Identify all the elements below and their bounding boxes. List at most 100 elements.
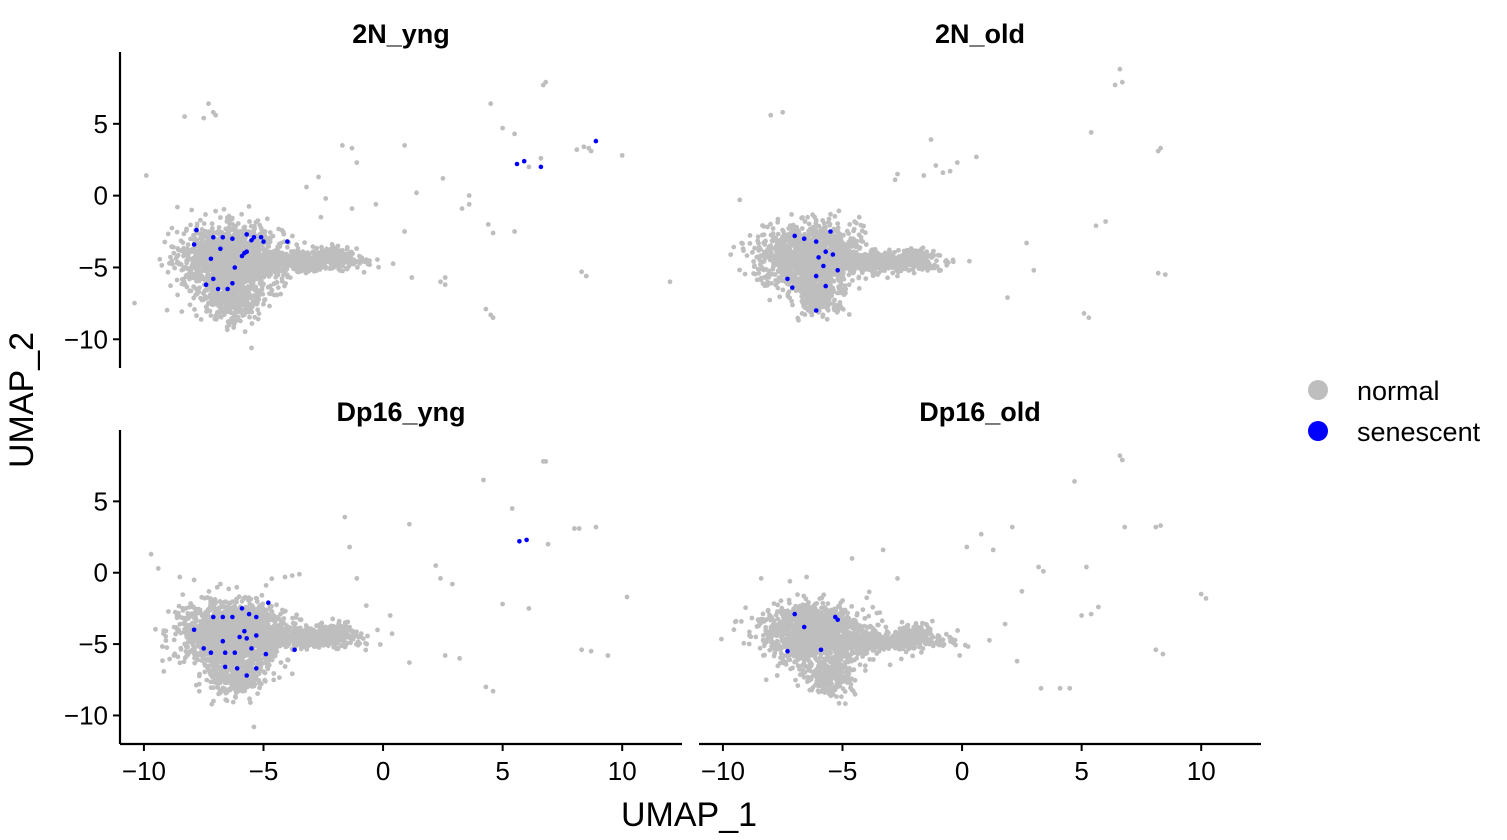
point-normal	[402, 229, 407, 234]
point-normal	[936, 267, 942, 273]
point-normal	[765, 273, 771, 279]
point-normal	[254, 301, 260, 307]
point-normal	[1024, 240, 1029, 246]
point-normal	[223, 302, 229, 308]
panel-title: Dp16_yng	[336, 397, 465, 427]
point-senescent	[203, 282, 209, 288]
point-normal	[801, 245, 806, 250]
point-normal	[357, 260, 362, 266]
point-normal	[246, 269, 252, 275]
point-normal	[194, 272, 199, 278]
point-normal	[863, 242, 869, 247]
point-normal	[306, 259, 312, 265]
point-normal	[199, 239, 205, 245]
point-normal	[344, 246, 350, 252]
point-normal	[767, 297, 773, 303]
point-normal	[199, 273, 205, 279]
point-normal	[805, 289, 810, 295]
point-normal	[1103, 219, 1108, 224]
point-normal	[184, 228, 189, 233]
point-normal	[262, 234, 268, 240]
point-senescent	[813, 239, 819, 244]
point-normal	[442, 275, 448, 280]
point-normal	[838, 262, 844, 268]
point-normal	[247, 277, 253, 283]
point-normal	[238, 274, 244, 280]
point-normal	[230, 300, 235, 306]
point-normal	[359, 255, 364, 260]
point-normal	[882, 259, 887, 264]
point-normal	[847, 222, 853, 227]
point-normal	[920, 245, 926, 251]
point-normal	[344, 266, 350, 272]
point-normal	[274, 280, 280, 285]
point-normal	[737, 197, 743, 203]
point-normal	[224, 215, 230, 221]
point-normal	[227, 249, 233, 255]
point-normal	[234, 242, 240, 248]
point-normal	[164, 645, 170, 650]
point-normal	[1086, 315, 1092, 321]
point-normal	[226, 224, 232, 230]
point-normal	[252, 252, 257, 257]
point-normal	[761, 267, 767, 273]
point-normal	[261, 251, 267, 257]
point-normal	[266, 261, 272, 267]
point-normal	[485, 222, 491, 227]
point-normal	[809, 283, 815, 289]
point-normal	[824, 274, 830, 280]
point-normal	[180, 240, 186, 246]
point-normal	[197, 257, 202, 263]
point-normal	[217, 314, 223, 319]
point-normal	[780, 227, 785, 233]
point-normal	[538, 155, 544, 161]
point-normal	[255, 316, 261, 322]
point-normal	[786, 242, 792, 248]
point-normal	[872, 259, 877, 265]
point-normal	[892, 249, 897, 255]
point-normal	[1031, 267, 1037, 273]
point-normal	[241, 289, 247, 294]
point-normal	[898, 267, 903, 272]
point-normal	[849, 253, 855, 259]
point-normal	[240, 240, 246, 246]
point-normal	[218, 305, 224, 310]
point-normal	[822, 232, 828, 238]
point-normal	[512, 229, 517, 234]
point-normal	[834, 227, 839, 233]
point-normal	[278, 291, 284, 297]
point-normal	[255, 239, 261, 245]
point-normal	[815, 286, 820, 291]
point-normal	[832, 214, 838, 219]
point-normal	[824, 256, 830, 262]
point-normal	[213, 208, 219, 214]
point-normal	[349, 145, 355, 151]
point-normal	[1162, 272, 1168, 277]
point-normal	[162, 239, 168, 245]
point-normal	[264, 254, 270, 260]
point-normal	[967, 258, 972, 264]
point-normal	[907, 267, 912, 273]
point-normal	[851, 266, 857, 272]
point-normal	[201, 115, 207, 121]
point-normal	[526, 164, 532, 170]
point-normal	[204, 262, 209, 268]
point-normal	[238, 318, 243, 324]
point-normal	[318, 214, 324, 220]
point-normal	[207, 266, 213, 272]
point-normal	[837, 231, 843, 237]
point-normal	[192, 266, 198, 271]
point-normal	[211, 264, 217, 269]
point-senescent	[813, 273, 819, 279]
point-normal	[812, 214, 817, 220]
point-normal	[281, 231, 287, 237]
point-senescent	[220, 235, 226, 240]
point-normal	[194, 313, 199, 319]
point-normal	[232, 258, 238, 263]
point-normal	[235, 314, 241, 320]
point-normal	[783, 247, 789, 253]
point-normal	[866, 253, 871, 259]
point-normal	[272, 249, 278, 255]
point-senescent	[258, 235, 264, 240]
point-normal	[779, 264, 785, 269]
